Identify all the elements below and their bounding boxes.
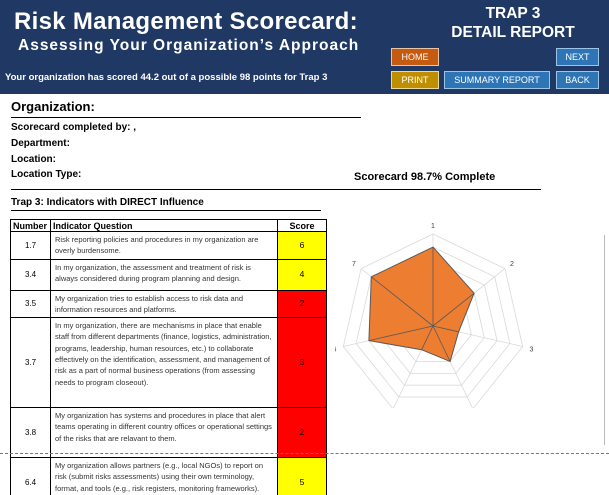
indicator-number: 3.8 <box>10 407 51 459</box>
radar-data-spoke <box>421 325 434 350</box>
trap-title-line1: TRAP 3 <box>485 5 541 22</box>
indicator-question: In my organization, there are mechanisms… <box>50 317 278 409</box>
table-row: 3.5 My organization tries to establish a… <box>10 289 327 319</box>
home-button[interactable]: HOME <box>391 48 439 66</box>
trap-title-line2: DETAIL REPORT <box>451 24 575 41</box>
indicator-question: Risk reporting policies and procedures i… <box>50 231 278 260</box>
location-label: Location: <box>11 154 56 165</box>
indicator-table: Number Indicator Question Score 1.7 Risk… <box>10 219 327 495</box>
table-row: 3.8 My organization has systems and proc… <box>10 407 327 459</box>
summary-report-button[interactable]: SUMMARY REPORT <box>444 71 550 89</box>
indicator-question: My organization tries to establish acces… <box>50 289 278 319</box>
next-button[interactable]: NEXT <box>556 48 599 66</box>
column-header-score: Score <box>277 219 327 232</box>
section-divider <box>11 210 321 211</box>
location-type-label: Location Type: <box>11 169 82 180</box>
table-header-row: Number Indicator Question Score <box>10 219 327 232</box>
indicator-question: My organization has systems and procedur… <box>50 407 278 459</box>
completion-status: Scorecard 98.7% Complete <box>354 171 496 183</box>
column-header-question: Indicator Question <box>50 219 278 232</box>
organization-label: Organization: <box>11 99 95 114</box>
radar-data-area <box>368 246 475 363</box>
radar-axis-label: 6 <box>335 347 337 354</box>
radar-axis-label: 1 <box>431 223 435 230</box>
back-button[interactable]: BACK <box>556 71 599 89</box>
radar-data-spoke <box>432 325 459 333</box>
table-row: 3.7 In my organization, there are mechan… <box>10 317 327 409</box>
print-button[interactable]: PRINT <box>391 71 439 89</box>
radar-axis-label: 2 <box>510 261 514 268</box>
indicator-score: 3 <box>277 317 327 409</box>
indicator-score: 6 <box>277 231 327 260</box>
chart-border <box>604 235 605 445</box>
page-break-line <box>0 453 609 454</box>
indicator-number: 1.7 <box>10 231 51 260</box>
radar-chart: 1234567 <box>335 223 534 408</box>
indicator-score: 5 <box>277 457 327 495</box>
indicator-score: 4 <box>277 258 327 291</box>
page-title: Risk Management Scorecard: <box>14 8 358 35</box>
radar-axis-label: 7 <box>352 261 356 268</box>
radar-grid-ring <box>342 233 524 408</box>
table-row: 3.4 In my organization, the assessment a… <box>10 258 327 291</box>
organization-divider <box>11 117 361 118</box>
page-subtitle: Assessing Your Organization’s Approach <box>18 37 360 54</box>
indicator-number: 3.5 <box>10 289 51 319</box>
radar-data-spoke <box>432 325 451 362</box>
indicator-question: In my organization, the assessment and t… <box>50 258 278 291</box>
header-banner: Risk Management Scorecard: Assessing You… <box>0 0 609 94</box>
department-label: Department: <box>11 138 70 149</box>
column-header-number: Number <box>10 219 51 232</box>
score-summary: Your organization has scored 44.2 out of… <box>5 72 328 83</box>
completed-by-label: Scorecard completed by: , <box>11 122 137 133</box>
radar-data-spoke <box>432 292 475 327</box>
section-title: Trap 3: Indicators with DIRECT Influence <box>11 197 204 208</box>
table-row: 6.4 My organization allows partners (e.g… <box>10 457 327 495</box>
radar-data-spoke <box>368 325 434 341</box>
radar-axis-label: 3 <box>530 347 534 354</box>
trap-title: TRAP 3 DETAIL REPORT <box>420 4 606 42</box>
radar-data-spoke <box>371 276 434 327</box>
info-divider <box>11 189 541 190</box>
indicator-score: 2 <box>277 407 327 459</box>
indicator-question: My organization allows partners (e.g., l… <box>50 457 278 495</box>
indicator-number: 3.4 <box>10 258 51 291</box>
indicator-number: 6.4 <box>10 457 51 495</box>
indicator-number: 3.7 <box>10 317 51 409</box>
table-row: 1.7 Risk reporting policies and procedur… <box>10 231 327 260</box>
radar-grid-ring <box>355 246 511 398</box>
indicator-score: 2 <box>277 289 327 319</box>
